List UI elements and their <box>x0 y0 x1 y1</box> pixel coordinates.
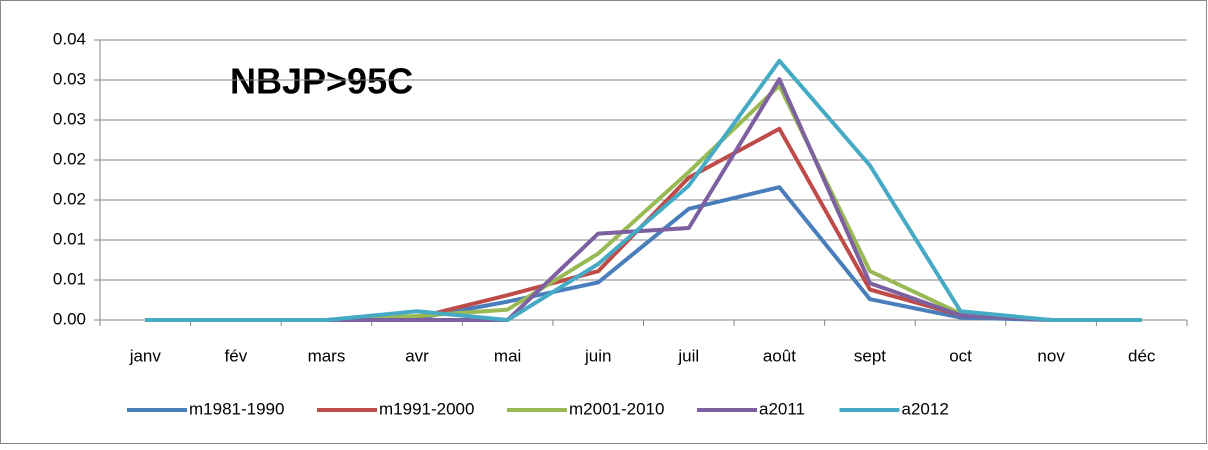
x-tick-label: nov <box>1037 346 1065 365</box>
x-tick-label: juil <box>677 346 699 365</box>
x-tick-label: août <box>763 346 796 365</box>
legend-label: m2001-2010 <box>569 399 664 418</box>
x-tick-label: juin <box>584 346 611 365</box>
x-tick-label: mai <box>494 346 521 365</box>
x-tick-label: mars <box>308 346 346 365</box>
line-series <box>145 58 1142 322</box>
y-tick-label: 0.04 <box>53 29 86 48</box>
y-tick-label: 0.02 <box>53 149 86 168</box>
y-tick-label: 0.03 <box>53 109 86 128</box>
annotation: NBJP>95C <box>230 61 413 102</box>
y-tick-label: 0.02 <box>53 189 86 208</box>
y-tick-label: 0.03 <box>53 69 86 88</box>
y-tick-label: 0.00 <box>53 309 86 328</box>
legend-label: m1981-1990 <box>189 399 284 418</box>
x-tick-label: avr <box>405 346 429 365</box>
x-tick-label: oct <box>949 346 972 365</box>
x-tick-label: janv <box>129 346 162 365</box>
y-tick-label: 0.01 <box>53 229 86 248</box>
x-tick-label: sept <box>854 346 886 365</box>
x-tick-label: déc <box>1128 346 1156 365</box>
legend-label: a2011 <box>759 399 805 418</box>
x-tick-label: fév <box>225 346 248 365</box>
legend-label: m1991-2000 <box>379 399 474 418</box>
legend-label: a2012 <box>902 399 949 418</box>
y-tick-label: 0.01 <box>53 269 86 288</box>
